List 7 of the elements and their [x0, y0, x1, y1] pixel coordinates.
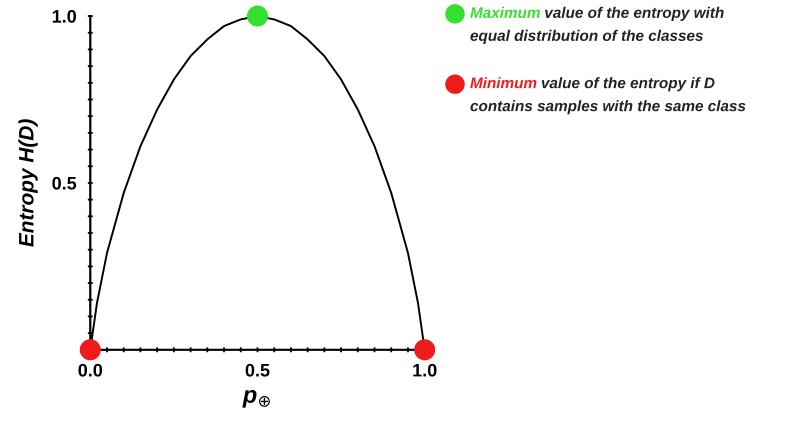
y-axis-title: Entropy H(D): [18, 119, 38, 247]
legend-label: Maximum value of the entropy with equal distribution of the classes: [470, 6, 724, 44]
x-tick-label: 1.0: [413, 364, 436, 377]
legend-label: Minimum value of the entropy if D contains samples with the same class: [470, 77, 746, 114]
x-tick-label: 0.5: [246, 364, 270, 377]
x-axis-title: p$_{⊕}$: [242, 390, 270, 408]
x-tick-label: 0.0: [78, 364, 102, 377]
